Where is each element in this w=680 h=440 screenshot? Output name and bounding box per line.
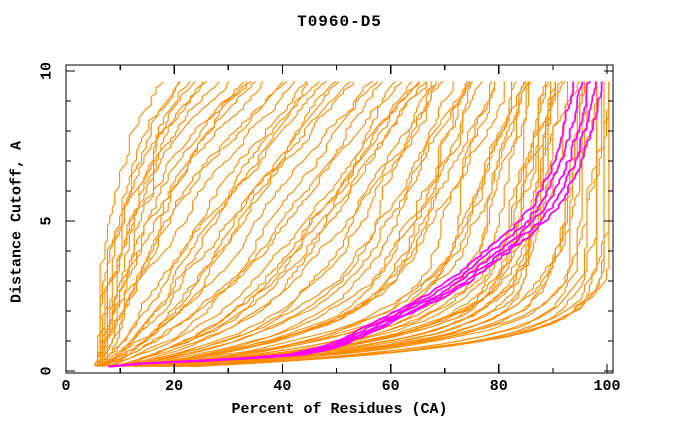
x-axis-label: Percent of Residues (CA): [231, 401, 448, 418]
x-tick-label: 40: [273, 378, 292, 395]
x-tick-label: 20: [165, 378, 184, 395]
chart-title: T0960-D5: [297, 13, 382, 31]
y-axis-label: Distance Cutoff, A: [8, 140, 26, 304]
y-tick-label: 5: [38, 216, 56, 226]
x-tick-label: 100: [593, 378, 621, 395]
x-tick-label: 80: [489, 378, 508, 395]
x-tick-label: 0: [61, 378, 71, 395]
x-tick-label: 60: [381, 378, 400, 395]
y-tick-label: 0: [38, 366, 56, 376]
y-tick-label: 10: [38, 61, 56, 81]
